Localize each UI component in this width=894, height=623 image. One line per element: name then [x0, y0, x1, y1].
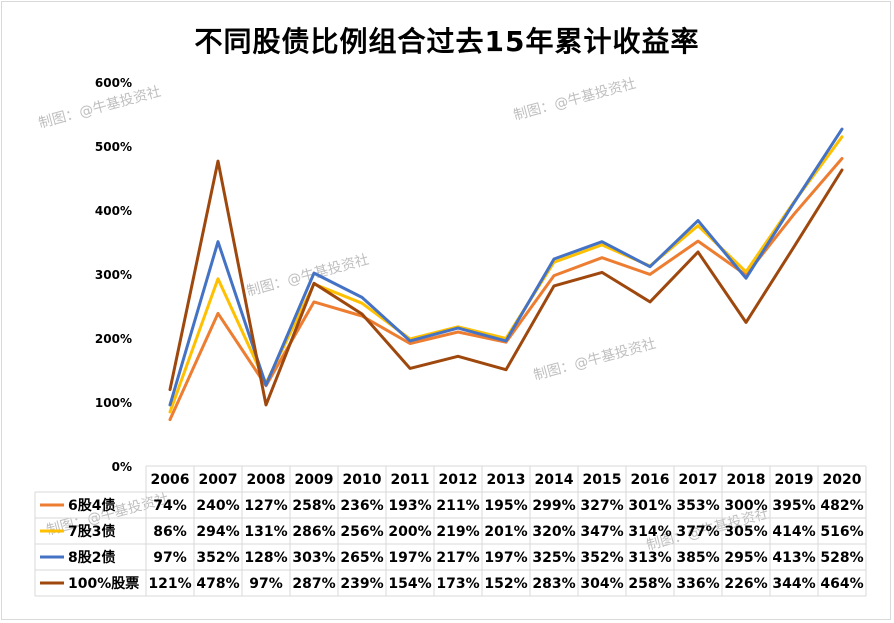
data-cell: 301%: [628, 498, 671, 514]
data-cell: 226%: [724, 576, 767, 592]
data-cell: 413%: [772, 550, 815, 566]
watermark-0: 制图：@牛基投资社: [37, 83, 163, 132]
data-cell: 195%: [484, 498, 527, 514]
data-cell: 173%: [436, 576, 479, 592]
data-cell: 352%: [580, 550, 623, 566]
data-cell: 86%: [153, 524, 187, 540]
data-cell: 197%: [484, 550, 527, 566]
data-cell: 127%: [244, 498, 287, 514]
data-cell: 121%: [148, 576, 191, 592]
data-cell: 305%: [724, 524, 767, 540]
data-cell: 320%: [532, 524, 575, 540]
data-cell: 294%: [196, 524, 239, 540]
data-cell: 300%: [724, 498, 767, 514]
data-cell: 97%: [153, 550, 187, 566]
legend-label-3: 100%股票: [68, 576, 139, 592]
y-tick-label: 300%: [95, 268, 132, 282]
data-cell: 304%: [580, 576, 623, 592]
data-cell: 395%: [772, 498, 815, 514]
y-tick-label: 200%: [95, 332, 132, 346]
category-label: 2014: [535, 472, 574, 488]
data-cell: 385%: [676, 550, 719, 566]
data-cell: 377%: [676, 524, 719, 540]
series-line-3: [168, 159, 844, 407]
data-cell: 516%: [820, 524, 863, 540]
data-cell: 239%: [340, 576, 383, 592]
data-cell: 352%: [196, 550, 239, 566]
data-cell: 464%: [820, 576, 863, 592]
data-cell: 201%: [484, 524, 527, 540]
data-cell: 219%: [436, 524, 479, 540]
category-label: 2009: [295, 472, 334, 488]
category-label: 2018: [727, 472, 766, 488]
data-cell: 256%: [340, 524, 383, 540]
data-cell: 295%: [724, 550, 767, 566]
data-cell: 344%: [772, 576, 815, 592]
y-tick-label: 0%: [112, 460, 132, 474]
data-cell: 265%: [340, 550, 383, 566]
category-label: 2007: [199, 472, 238, 488]
category-label: 2008: [247, 472, 286, 488]
data-cell: 478%: [196, 576, 239, 592]
category-label: 2011: [391, 472, 430, 488]
data-cell: 236%: [340, 498, 383, 514]
data-cell: 131%: [244, 524, 287, 540]
category-label: 2016: [631, 472, 670, 488]
y-tick-label: 100%: [95, 396, 132, 410]
data-cell: 197%: [388, 550, 431, 566]
data-cell: 347%: [580, 524, 623, 540]
data-cell: 152%: [484, 576, 527, 592]
watermark-3: 制图：@牛基投资社: [532, 335, 658, 384]
y-tick-label: 500%: [95, 140, 132, 154]
data-cell: 414%: [772, 524, 815, 540]
data-cell: 528%: [820, 550, 863, 566]
data-cell: 258%: [292, 498, 335, 514]
legend-label-2: 8股2债: [68, 549, 115, 566]
data-cell: 353%: [676, 498, 719, 514]
data-cell: 482%: [820, 498, 863, 514]
category-label: 2012: [439, 472, 478, 488]
data-cell: 325%: [532, 550, 575, 566]
legend-label-0: 6股4债: [68, 497, 115, 514]
data-cell: 217%: [436, 550, 479, 566]
data-cell: 336%: [676, 576, 719, 592]
data-cell: 154%: [388, 576, 431, 592]
legend-label-1: 7股3债: [68, 523, 115, 540]
data-cell: 314%: [628, 524, 671, 540]
data-cell: 128%: [244, 550, 287, 566]
chart-title: 不同股债比例组合过去15年累计收益率: [194, 25, 700, 58]
data-cell: 211%: [436, 498, 479, 514]
series-line-2: [168, 127, 844, 407]
data-cell: 299%: [532, 498, 575, 514]
category-label: 2015: [583, 472, 622, 488]
data-cell: 283%: [532, 576, 575, 592]
category-label: 2013: [487, 472, 526, 488]
y-tick-label: 400%: [95, 204, 132, 218]
data-cell: 193%: [388, 498, 431, 514]
data-cell: 286%: [292, 524, 335, 540]
watermark-1: 制图：@牛基投资社: [512, 75, 638, 124]
data-cell: 240%: [196, 498, 239, 514]
data-cell: 97%: [249, 576, 283, 592]
category-label: 2006: [151, 472, 190, 488]
data-cell: 313%: [628, 550, 671, 566]
category-label: 2017: [679, 472, 718, 488]
category-label: 2019: [775, 472, 814, 488]
data-cell: 258%: [628, 576, 671, 592]
data-cell: 287%: [292, 576, 335, 592]
category-label: 2020: [823, 472, 862, 488]
data-cell: 74%: [153, 498, 187, 514]
data-cell: 327%: [580, 498, 623, 514]
category-label: 2010: [343, 472, 382, 488]
data-cell: 303%: [292, 550, 335, 566]
y-tick-label: 600%: [95, 76, 132, 90]
data-cell: 200%: [388, 524, 431, 540]
